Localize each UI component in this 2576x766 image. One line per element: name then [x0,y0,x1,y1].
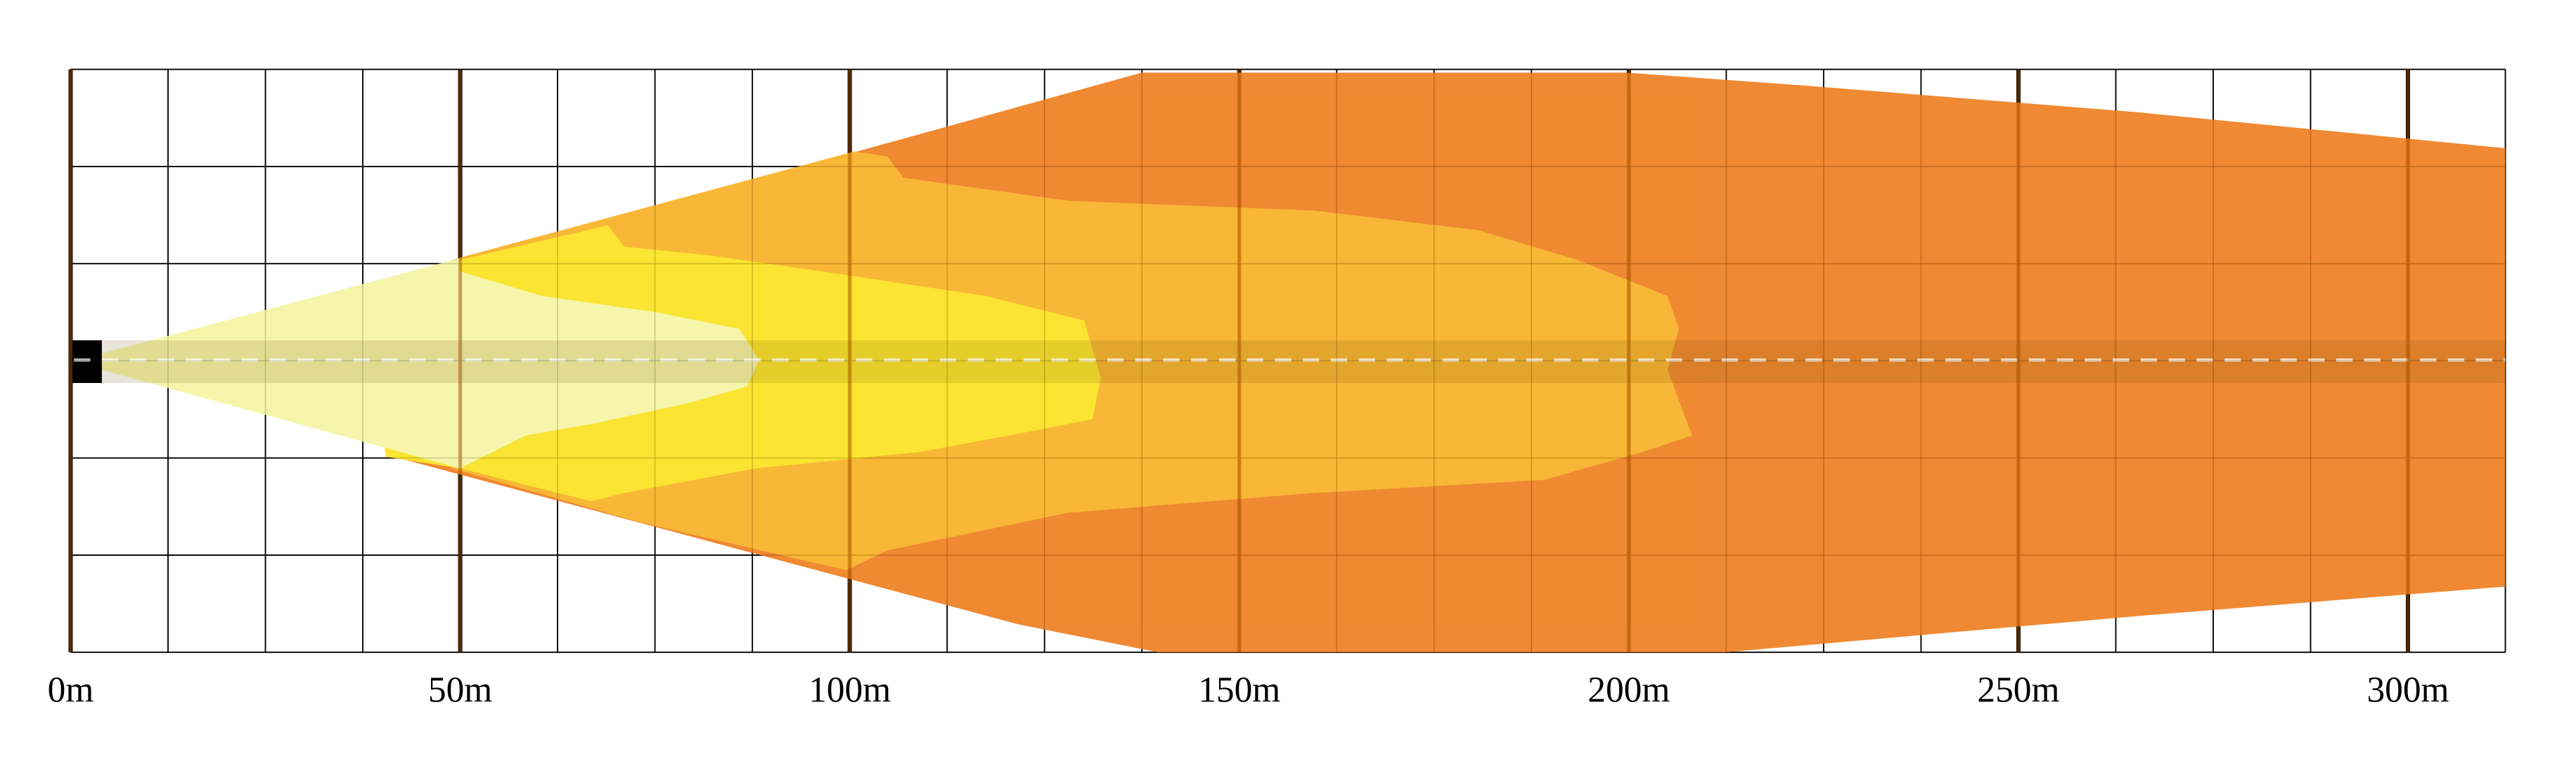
x-tick-label: 200m [1588,670,1670,710]
x-tick-label: 150m [1198,670,1280,710]
zone-pale [101,258,759,469]
x-tick-label: 50m [428,670,492,710]
zones [101,72,2506,653]
tick-labels: 0m 50m 100m 150m 200m 250m 300m [48,670,2449,710]
grid-overlay [68,68,2506,653]
x-tick-label: 300m [2366,670,2449,710]
x-tick-label: 250m [1977,670,2059,710]
x-tick-label: 100m [809,670,891,710]
x-tick-label: 0m [48,670,94,710]
